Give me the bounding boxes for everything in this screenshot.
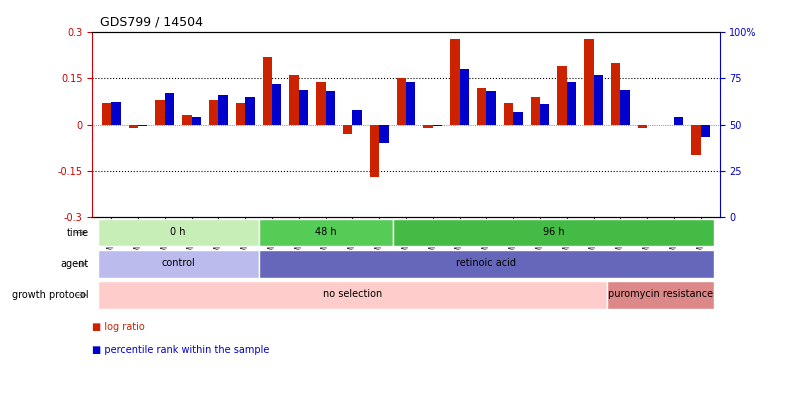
Bar: [476, 87, 486, 124]
Text: no selection: no selection: [322, 290, 381, 299]
Bar: [610, 63, 620, 124]
Bar: [98, 281, 606, 309]
Bar: [432, 124, 442, 126]
Bar: [459, 69, 468, 124]
Bar: [155, 100, 165, 124]
Bar: [325, 92, 335, 124]
Bar: [235, 103, 245, 124]
Bar: [299, 90, 308, 124]
Bar: [316, 81, 325, 124]
Bar: [673, 117, 683, 124]
Bar: [556, 66, 566, 124]
Bar: [584, 38, 593, 124]
Text: ■ log ratio: ■ log ratio: [92, 322, 145, 333]
Bar: [259, 250, 713, 277]
Text: ■ percentile rank within the sample: ■ percentile rank within the sample: [92, 345, 270, 355]
Bar: [98, 250, 259, 277]
Bar: [423, 124, 432, 128]
Bar: [566, 82, 576, 124]
Bar: [512, 112, 522, 124]
Bar: [245, 97, 255, 124]
Bar: [343, 124, 352, 134]
Text: 48 h: 48 h: [315, 227, 336, 237]
Bar: [503, 103, 512, 124]
Bar: [450, 38, 459, 124]
Text: GDS799 / 14504: GDS799 / 14504: [100, 15, 203, 28]
Bar: [530, 97, 540, 124]
Bar: [191, 117, 201, 124]
Text: growth protocol: growth protocol: [12, 290, 88, 300]
Bar: [406, 82, 415, 124]
Bar: [486, 92, 495, 124]
Text: 96 h: 96 h: [542, 227, 564, 237]
Text: 0 h: 0 h: [170, 227, 185, 237]
Bar: [102, 103, 111, 124]
Bar: [392, 219, 713, 246]
Bar: [289, 75, 299, 124]
Bar: [138, 124, 147, 126]
Text: puromycin resistance: puromycin resistance: [607, 290, 712, 299]
Bar: [271, 84, 281, 124]
Bar: [379, 124, 388, 143]
Bar: [369, 124, 379, 177]
Bar: [128, 124, 138, 128]
Bar: [620, 90, 629, 124]
Bar: [263, 57, 271, 124]
Bar: [540, 104, 548, 124]
Text: agent: agent: [60, 259, 88, 269]
Text: control: control: [161, 258, 195, 268]
Bar: [396, 79, 406, 124]
Bar: [111, 102, 120, 124]
Text: retinoic acid: retinoic acid: [456, 258, 516, 268]
Bar: [700, 124, 709, 137]
Bar: [606, 281, 713, 309]
Bar: [218, 95, 227, 124]
Bar: [98, 219, 259, 246]
Bar: [259, 219, 392, 246]
Bar: [182, 115, 191, 124]
Bar: [352, 110, 361, 124]
Bar: [593, 75, 602, 124]
Bar: [637, 124, 646, 128]
Text: time: time: [66, 228, 88, 238]
Bar: [209, 100, 218, 124]
Bar: [691, 124, 700, 155]
Bar: [165, 93, 174, 124]
